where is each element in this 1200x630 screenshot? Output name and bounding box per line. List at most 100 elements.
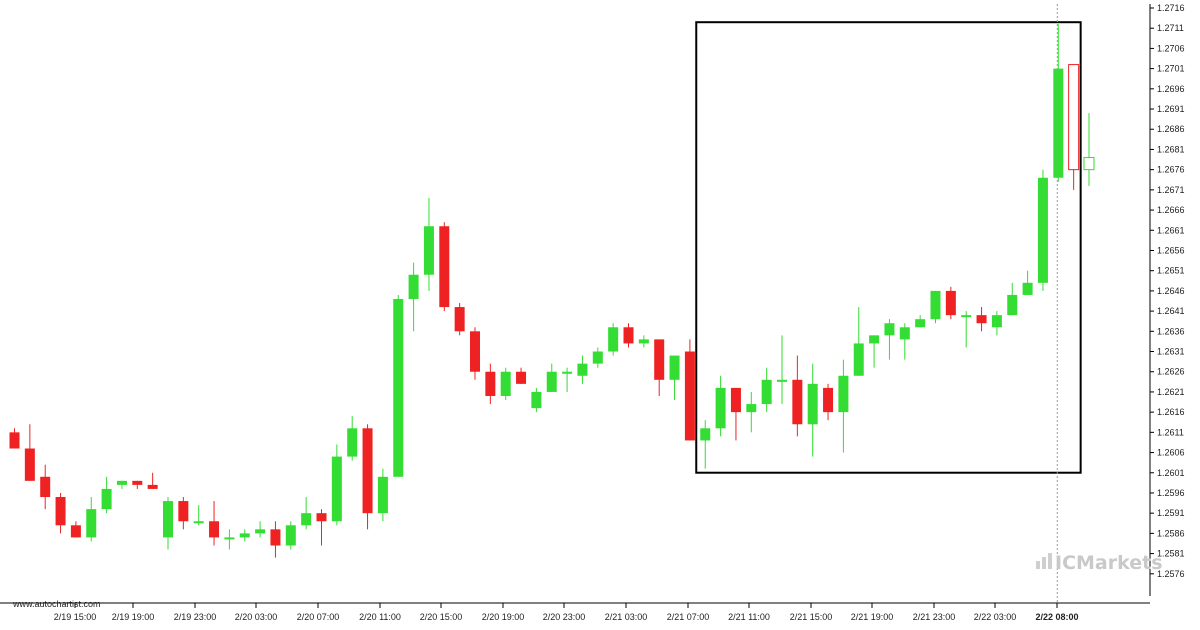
candle-bullish (1037, 177, 1048, 283)
candle-bullish (116, 480, 127, 485)
pattern-box (695, 21, 1082, 474)
price-tick-label: 1.2676 (1157, 165, 1185, 175)
candle-bullish (807, 383, 818, 425)
price-tick-label: 1.2631 (1157, 347, 1185, 357)
price-tick-label: 1.2611 (1157, 427, 1184, 437)
candle-bullish (669, 355, 680, 380)
candle-bearish (623, 327, 634, 344)
candle-bullish (423, 226, 434, 275)
time-tick-label: 2/20 19:00 (482, 612, 525, 622)
price-tick-label: 1.2596 (1157, 488, 1185, 498)
candle-bearish (132, 480, 143, 485)
candle-bullish (562, 371, 573, 374)
price-tick-label: 1.2671 (1157, 185, 1185, 195)
candle-bearish (439, 226, 450, 308)
candle-bullish (393, 298, 404, 477)
candle-bullish (899, 327, 910, 340)
candle-bullish (193, 521, 204, 524)
candle-bullish (608, 327, 619, 352)
candle-bearish (40, 476, 51, 498)
candle-bearish (730, 387, 741, 413)
time-tick-label: 2/19 23:00 (174, 612, 217, 622)
price-tick-label: 1.2576 (1157, 569, 1185, 579)
candle-bearish (9, 432, 20, 449)
candle-bullish (577, 363, 588, 376)
time-tick-label: 2/20 23:00 (543, 612, 586, 622)
candle-bullish (1007, 294, 1018, 316)
price-tick-label: 1.2606 (1157, 448, 1185, 458)
candles-layer (9, 24, 1095, 558)
watermark: ICMarkets (1036, 552, 1163, 574)
price-tick-label: 1.2681 (1157, 144, 1185, 154)
time-tick-label: 2/19 19:00 (112, 612, 155, 622)
candle-bullish (777, 379, 787, 382)
candle-bullish (700, 428, 711, 441)
candle-bullish (1053, 68, 1064, 178)
pattern-box-layer (695, 21, 1082, 474)
candle-bullish (347, 428, 358, 457)
candle-bullish (1083, 157, 1095, 171)
price-tick-label: 1.2646 (1157, 286, 1185, 296)
candle-bullish (224, 537, 235, 540)
candle-bullish (408, 274, 419, 299)
price-tick-label: 1.2686 (1157, 124, 1185, 134)
candle-bearish (316, 513, 327, 522)
watermark-logo-bars-icon (1036, 561, 1040, 569)
candle-bearish (454, 307, 465, 332)
price-tick-label: 1.2636 (1157, 326, 1185, 336)
candle-bullish (546, 371, 557, 392)
candle-bullish (500, 371, 511, 396)
time-tick-label: 2/20 03:00 (235, 612, 278, 622)
candle-bullish (101, 488, 112, 510)
candle-bullish (961, 315, 972, 318)
candle-bullish (930, 290, 941, 320)
candle-bearish (55, 497, 66, 526)
candle-bullish (991, 315, 1002, 328)
candle-bullish (331, 456, 342, 522)
candle-bullish (301, 513, 312, 526)
candle-bearish (470, 331, 480, 372)
time-tick-label: 2/21 07:00 (667, 612, 710, 622)
price-tick-label: 1.2691 (1157, 104, 1185, 114)
price-tick-label: 1.2711 (1157, 23, 1184, 33)
time-tick-label: 2/21 11:00 (728, 612, 770, 622)
candle-bullish (1022, 282, 1033, 295)
time-tick-label: 2/21 15:00 (790, 612, 833, 622)
time-tick-label: 2/21 23:00 (913, 612, 956, 622)
price-tick-label: 1.2601 (1157, 468, 1185, 478)
candle-bullish (255, 529, 266, 534)
candle-bearish (823, 387, 834, 413)
candle-bearish (70, 525, 81, 538)
candle-bullish (163, 501, 173, 538)
candle-bearish (362, 428, 373, 514)
price-tick-label: 1.2626 (1157, 367, 1185, 377)
price-tick-label: 1.2656 (1157, 245, 1185, 255)
candle-bullish (239, 533, 250, 538)
price-tick-label: 1.2701 (1157, 64, 1185, 74)
candle-bearish (485, 371, 496, 396)
price-tick-label: 1.2716 (1157, 3, 1185, 13)
candle-bearish (945, 290, 956, 316)
time-axis: 2/19 15:00 2/19 19:00 2/19 23:00 2/20 03:00… (0, 602, 1150, 622)
candle-bullish (746, 404, 757, 413)
price-tick-label: 1.2621 (1157, 387, 1185, 397)
time-tick-label: 2/20 11:00 (359, 612, 401, 622)
candle-bearish (684, 351, 695, 441)
candle-bullish (915, 319, 926, 328)
candle-bullish (761, 379, 772, 405)
time-tick-label: 2/22 03:00 (974, 612, 1017, 622)
watermark-logo-bars-icon-2 (1042, 557, 1046, 569)
time-tick-label: 2/21 19:00 (851, 612, 894, 622)
candle-bullish (377, 476, 388, 514)
candle-bearish (147, 484, 158, 489)
candle-bearish (516, 371, 527, 384)
candle-bearish (209, 521, 220, 538)
price-tick-label: 1.2591 (1157, 508, 1185, 518)
time-tick-label: 2/20 15:00 (420, 612, 463, 622)
candle-bullish (592, 351, 603, 364)
candle-bearish (654, 339, 665, 380)
time-tick-label: 2/22 08:00 (1035, 612, 1078, 622)
price-tick-label: 1.2706 (1157, 43, 1185, 53)
candle-bearish (792, 379, 803, 425)
